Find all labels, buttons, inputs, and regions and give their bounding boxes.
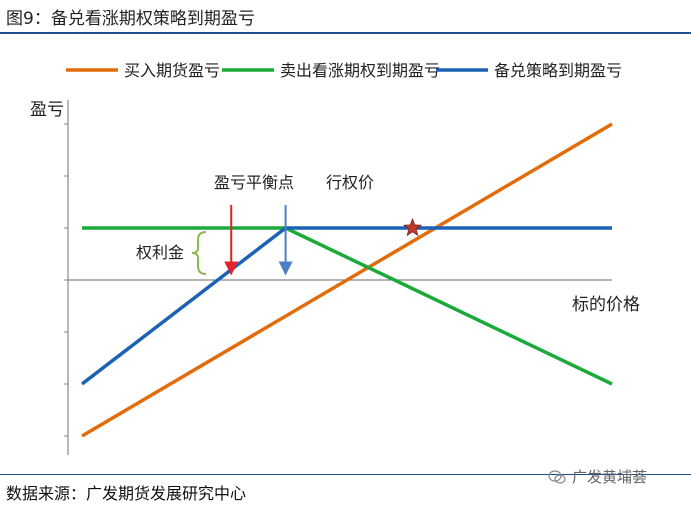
legend-item-covered-call: 备兑策略到期盈亏 — [436, 61, 622, 80]
legend-label-covered-call: 备兑策略到期盈亏 — [494, 61, 622, 80]
premium-label: 权利金 — [136, 243, 184, 262]
legend: 买入期货盈亏 卖出看涨期权到期盈亏 备兑策略到期盈亏 — [66, 61, 622, 80]
premium-brace — [191, 231, 207, 275]
watermark-text: 广发黄埔荟 — [572, 468, 648, 486]
bottom-rule — [0, 474, 691, 475]
breakeven-label: 盈亏平衡点 — [214, 173, 294, 192]
y-axis-label: 盈亏 — [30, 100, 64, 120]
axes: 盈亏 标的价格 — [30, 100, 640, 455]
legend-label-short-call: 卖出看涨期权到期盈亏 — [280, 61, 440, 80]
series-line-futures — [81, 122, 613, 438]
strike-label: 行权价 — [326, 173, 374, 192]
wechat-icon — [548, 469, 566, 484]
x-axis-label: 标的价格 — [572, 295, 640, 315]
y-ticks — [64, 123, 68, 437]
source-note: 数据来源：广发期货发展研究中心 — [6, 484, 247, 503]
top-rule — [0, 32, 691, 34]
intersection-star-icon — [402, 217, 423, 237]
legend-item-futures: 买入期货盈亏 — [66, 61, 220, 80]
annotations: 盈亏平衡点 行权价 权利金 — [136, 173, 423, 276]
legend-item-short-call: 卖出看涨期权到期盈亏 — [222, 61, 440, 80]
figure-title: 图9：备兑看涨期权策略到期盈亏 — [6, 9, 255, 29]
legend-label-futures: 买入期货盈亏 — [124, 61, 220, 80]
watermark: 广发黄埔荟 — [548, 466, 647, 487]
